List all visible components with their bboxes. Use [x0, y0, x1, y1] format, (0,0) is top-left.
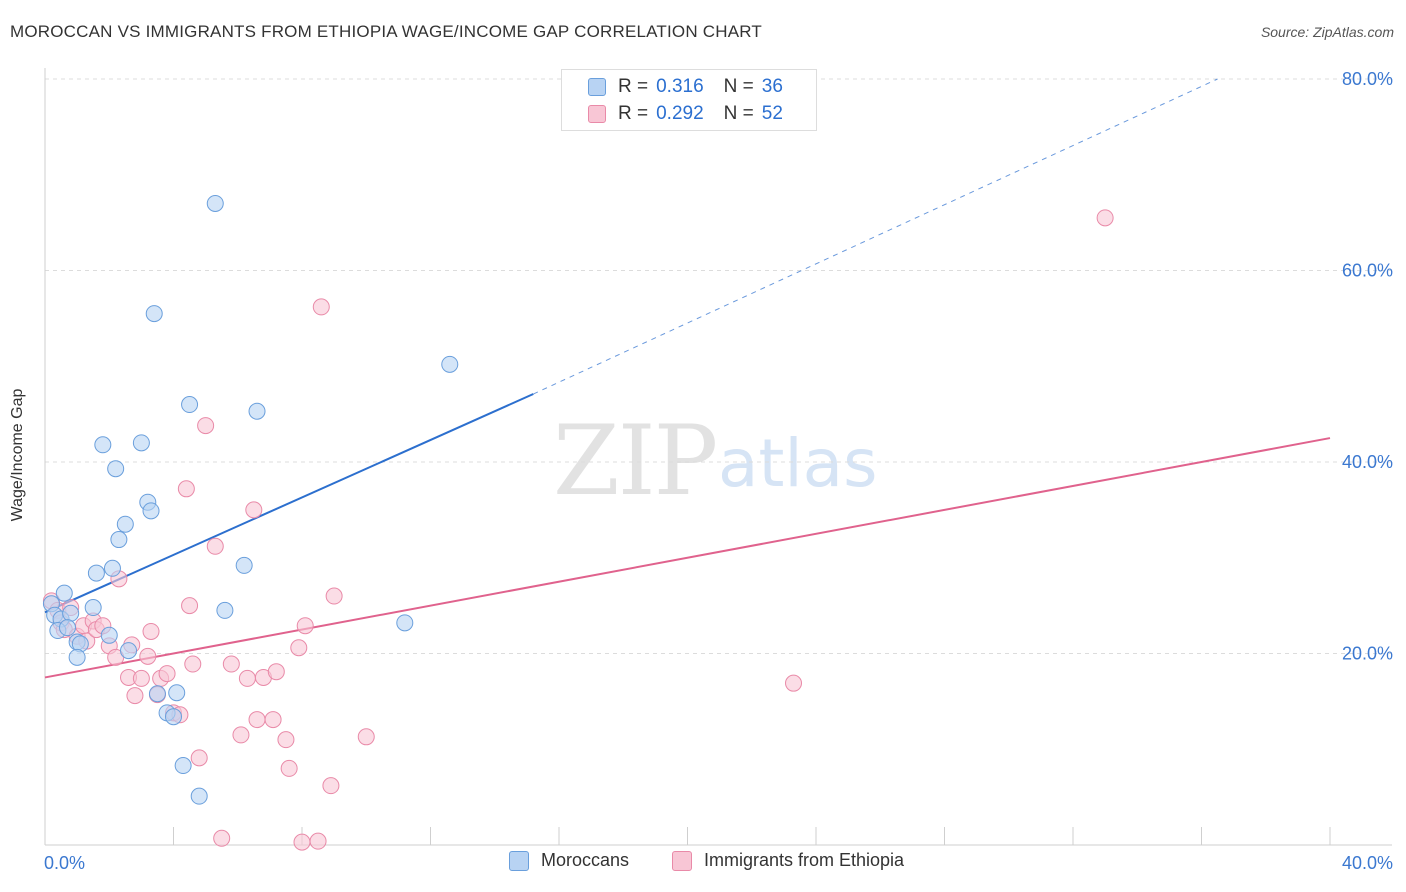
y-tick-label: 80.0%: [1342, 69, 1393, 89]
point-ethiopia: [267, 663, 285, 681]
point-moroccans: [84, 599, 102, 617]
point-moroccans: [120, 642, 138, 660]
point-ethiopia: [309, 832, 327, 850]
point-ethiopia: [142, 622, 160, 640]
point-ethiopia: [232, 726, 250, 744]
legend-label: Moroccans: [541, 850, 630, 870]
point-ethiopia: [325, 587, 343, 605]
point-moroccans: [181, 396, 199, 414]
point-moroccans: [100, 626, 118, 644]
y-tick-label: 20.0%: [1342, 644, 1393, 664]
point-moroccans: [103, 559, 121, 577]
point-moroccans: [68, 648, 86, 666]
point-moroccans: [168, 684, 186, 702]
pink-swatch: [672, 850, 692, 871]
y-axis-label: Wage/Income Gap: [9, 388, 26, 522]
point-ethiopia: [213, 829, 231, 847]
point-moroccans: [87, 564, 105, 582]
point-ethiopia: [277, 731, 295, 749]
point-moroccans: [235, 556, 253, 574]
source-label: Source: ZipAtlas.com: [1260, 24, 1394, 40]
point-moroccans: [58, 619, 76, 637]
stats-row-moroccans: R = 0.316 N = 36: [588, 75, 783, 99]
point-ethiopia: [158, 665, 176, 683]
n-label: N =: [723, 103, 754, 124]
legend-label: Immigrants from Ethiopia: [704, 850, 905, 870]
blue-swatch: [588, 78, 606, 96]
tick-labels: 20.0% 40.0% 60.0% 80.0% 0.0% 40.0%: [44, 69, 1393, 873]
x-tick-label: 0.0%: [44, 853, 85, 873]
r-value: 0.316: [656, 76, 704, 97]
n-value: 52: [761, 103, 783, 124]
pink-swatch: [588, 105, 606, 123]
point-moroccans: [174, 757, 192, 775]
watermark-atlas: atlas: [718, 425, 878, 502]
trend-lines: [44, 78, 1331, 679]
point-ethiopia: [322, 777, 340, 795]
n-label: N =: [723, 76, 754, 97]
r-label: R =: [618, 76, 649, 97]
stats-legend: R = 0.316 N = 36 R = 0.292 N = 52: [561, 69, 817, 131]
point-ethiopia: [293, 833, 311, 851]
point-moroccans: [110, 531, 128, 549]
legend-item-ethiopia[interactable]: Immigrants from Ethiopia: [672, 850, 904, 871]
point-ethiopia: [132, 669, 150, 687]
point-ethiopia: [181, 597, 199, 615]
point-moroccans: [248, 402, 266, 420]
point-ethiopia: [264, 711, 282, 729]
point-moroccans: [148, 685, 166, 703]
point-ethiopia: [290, 639, 308, 657]
point-moroccans: [165, 708, 182, 726]
y-tick-label: 40.0%: [1342, 452, 1393, 472]
stats-row-ethiopia: R = 0.292 N = 52: [588, 102, 783, 126]
r-value: 0.292: [656, 103, 704, 124]
point-moroccans: [132, 434, 150, 452]
point-ethiopia: [785, 674, 803, 692]
point-ethiopia: [280, 759, 298, 777]
point-ethiopia: [222, 655, 240, 673]
point-moroccans: [206, 194, 224, 212]
point-moroccans: [145, 305, 163, 323]
axes: [44, 68, 1392, 846]
point-moroccans: [396, 614, 414, 632]
point-ethiopia: [357, 728, 375, 746]
chart-title: MOROCCAN VS IMMIGRANTS FROM ETHIOPIA WAG…: [10, 22, 762, 41]
point-moroccans: [142, 502, 160, 520]
point-ethiopia: [245, 501, 263, 519]
point-moroccans: [190, 787, 208, 805]
point-ethiopia: [177, 480, 195, 498]
point-moroccans: [94, 436, 112, 454]
point-ethiopia: [238, 669, 256, 687]
n-value: 36: [761, 76, 783, 97]
point-moroccans: [116, 515, 134, 533]
y-tick-label: 60.0%: [1342, 261, 1393, 281]
point-moroccans: [216, 601, 234, 619]
point-ethiopia: [1096, 209, 1114, 227]
point-moroccans: [107, 460, 125, 478]
point-ethiopia: [139, 647, 157, 665]
r-label: R =: [618, 103, 649, 124]
point-ethiopia: [184, 655, 202, 673]
x-tick-label: 40.0%: [1342, 853, 1393, 873]
series-legend: Moroccans Immigrants from Ethiopia: [0, 850, 1406, 878]
point-moroccans: [55, 584, 73, 602]
point-moroccans: [441, 355, 459, 373]
point-ethiopia: [126, 687, 144, 705]
point-ethiopia: [197, 417, 215, 435]
point-ethiopia: [296, 617, 314, 635]
point-ethiopia: [312, 298, 330, 316]
legend-item-moroccans[interactable]: Moroccans: [509, 850, 629, 871]
point-ethiopia: [190, 749, 208, 767]
point-ethiopia: [206, 537, 224, 555]
blue-swatch: [509, 850, 529, 871]
watermark-zip: ZIP: [553, 405, 718, 517]
point-ethiopia: [248, 711, 266, 729]
point-moroccans: [62, 604, 80, 622]
data-points: [42, 194, 1114, 851]
trendline-ethiopia: [44, 437, 1331, 679]
